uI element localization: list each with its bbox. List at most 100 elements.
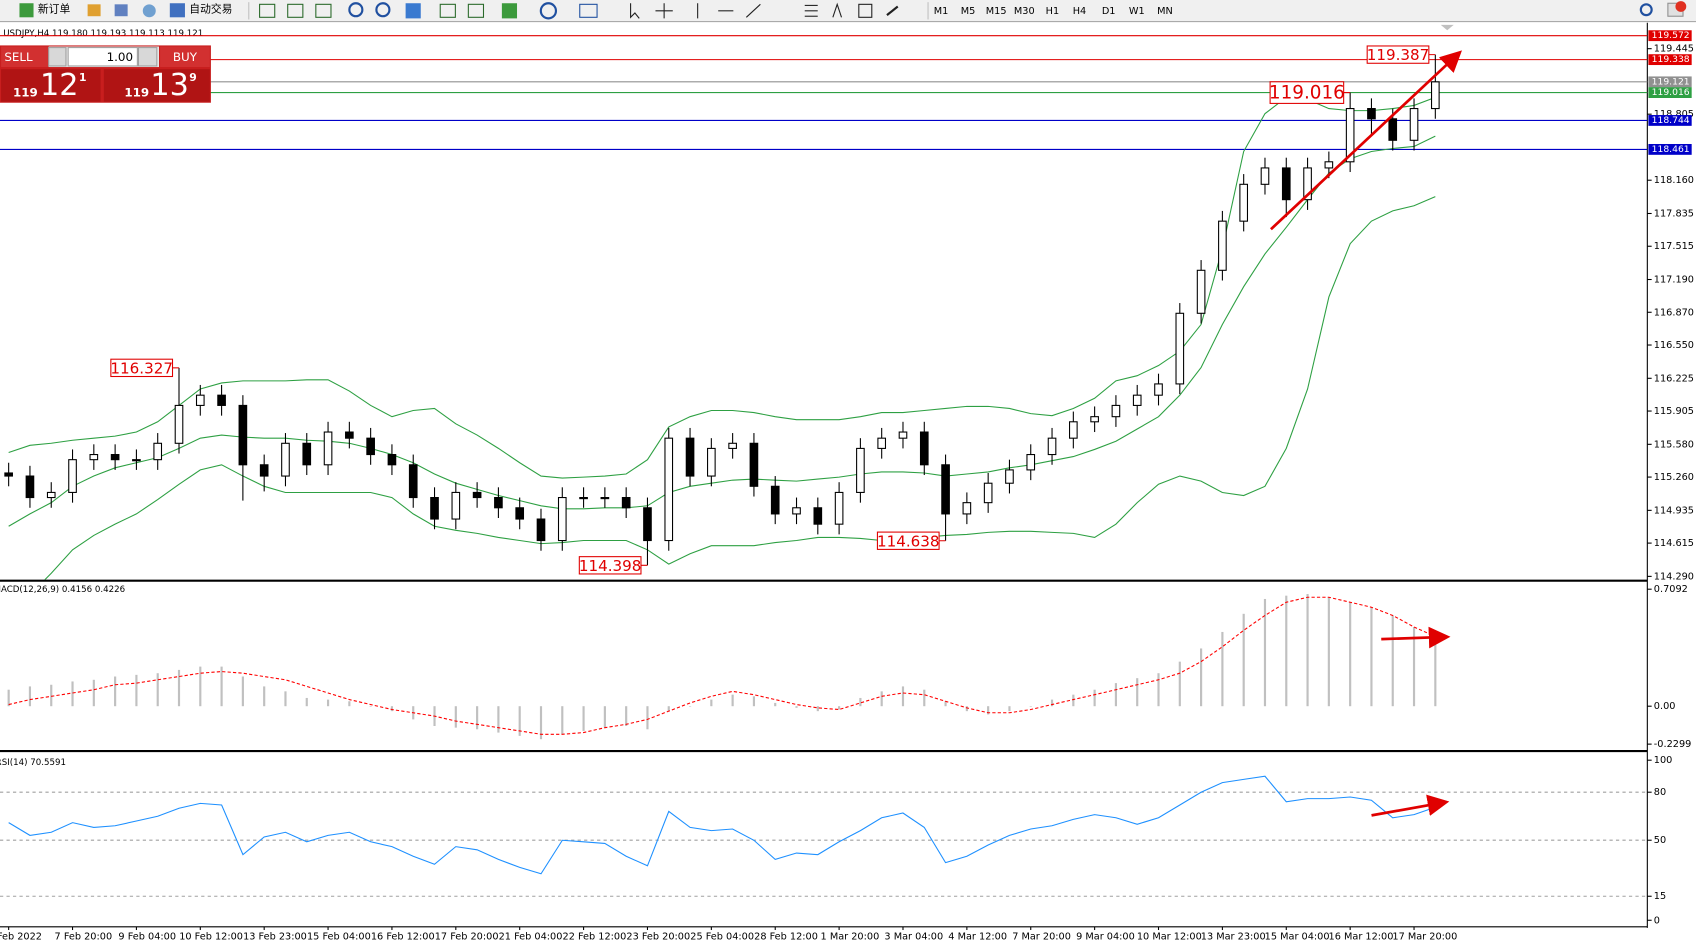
sell-button[interactable] (1, 46, 49, 68)
new-order-icon[interactable] (19, 3, 34, 18)
candle-body (643, 507, 652, 542)
macd-bar (1029, 706, 1032, 707)
cursor-icon[interactable] (630, 3, 640, 19)
macd-bar (923, 689, 926, 707)
candle-body (1218, 220, 1227, 271)
price-level-label: 119.016 (1652, 87, 1690, 98)
sell-label[interactable]: SELL (4, 50, 33, 64)
lot-up[interactable] (137, 47, 158, 67)
chart-line-icon[interactable] (315, 3, 332, 18)
axes: 114.290 114.615 114.935 115.260 115.580 115.9… (0, 30, 1694, 942)
y-tick-label: 116.550 (1654, 340, 1694, 351)
y-tick-label: 116.870 (1654, 307, 1694, 318)
indicators-icon[interactable] (501, 3, 518, 19)
macd-bar (1221, 631, 1224, 707)
macd-bar (114, 676, 117, 707)
search-icon[interactable] (1639, 3, 1653, 17)
x-tick-label: 7 Feb 20:00 (55, 932, 113, 943)
candle-body (962, 502, 972, 515)
y-tick-label: 114.615 (1654, 538, 1694, 549)
macd-bar (646, 706, 649, 730)
buy-price-main[interactable]: 13 (150, 68, 189, 103)
macd-bar (561, 706, 564, 735)
sell-price-pip[interactable]: 1 (79, 71, 87, 84)
candle-body (664, 437, 674, 542)
auto-trade-icon[interactable] (169, 3, 185, 18)
y-tick-label: 118.160 (1654, 175, 1694, 186)
timeframe-button[interactable]: M1 (934, 6, 949, 17)
candle-body (217, 394, 226, 406)
candle-body (366, 437, 375, 456)
chart-candle-icon[interactable] (287, 3, 304, 18)
candle-body (834, 491, 844, 525)
timeframe-button[interactable]: M5 (961, 6, 976, 17)
bollinger-lower (44, 196, 1436, 580)
macd-bar (1370, 607, 1373, 707)
candle-body (856, 447, 865, 493)
candle-body (472, 491, 482, 499)
timeframe-button[interactable]: H1 (1046, 6, 1060, 17)
chart-bar-icon[interactable] (259, 3, 276, 18)
macd-bar (220, 666, 223, 707)
y-tick-label: 115.580 (1654, 439, 1694, 450)
text-icon[interactable] (832, 2, 843, 18)
lot-value[interactable]: 1.00 (107, 50, 133, 64)
auto-trade-button[interactable]: 自动交易 (189, 2, 232, 16)
crosshair-icon[interactable] (655, 3, 673, 19)
scroll-icon[interactable] (439, 3, 456, 18)
x-tick-label: Feb 2022 (0, 932, 42, 943)
x-tick-label: 13 Feb 23:00 (243, 932, 307, 943)
macd-bar (369, 706, 372, 707)
arrows-icon[interactable] (886, 5, 899, 16)
tile-icon[interactable] (405, 3, 421, 19)
candle-body (1345, 108, 1355, 163)
tool-icon[interactable] (87, 4, 101, 17)
macd-bar (1306, 594, 1309, 707)
candle-body (621, 497, 631, 509)
tool-icon[interactable] (114, 4, 128, 17)
x-tick-label: 7 Mar 20:00 (1012, 932, 1071, 943)
candle-body (281, 442, 290, 477)
timeframe-button[interactable]: M15 (986, 6, 1007, 17)
lot-input[interactable] (67, 47, 138, 67)
lot-down[interactable] (48, 47, 67, 67)
buy-button[interactable] (160, 46, 210, 68)
templates-icon[interactable] (579, 3, 598, 18)
label-icon[interactable] (858, 3, 873, 18)
buy-price-big[interactable]: 119 (124, 86, 149, 100)
candle-body (1367, 108, 1376, 120)
x-tick-label: 15 Feb 04:00 (307, 932, 371, 943)
periods-icon[interactable] (539, 2, 558, 20)
trendline-icon[interactable] (745, 3, 761, 18)
trend-arrow (1371, 794, 1450, 817)
macd-bar (667, 706, 670, 712)
y-tick-label: 15 (1654, 891, 1666, 902)
buy-price-box[interactable] (103, 69, 210, 102)
macd-bar (1391, 615, 1394, 707)
macd-bar (795, 706, 798, 708)
sell-price-big[interactable]: 119 (13, 86, 38, 100)
zoom-out-icon[interactable] (375, 2, 391, 18)
zoom-in-icon[interactable] (348, 2, 364, 18)
timeframe-button[interactable]: W1 (1129, 6, 1145, 17)
macd-bar (752, 696, 756, 707)
buy-price-pip[interactable]: 9 (189, 71, 197, 84)
buy-label[interactable]: BUY (173, 50, 198, 64)
candle-body (1409, 108, 1419, 141)
new-order-button[interactable]: 新订单 (38, 2, 71, 16)
timeframe-button[interactable]: D1 (1102, 6, 1116, 17)
timeframe-button[interactable]: MN (1157, 6, 1173, 17)
timeframe-button[interactable]: M30 (1014, 6, 1035, 17)
timeframe-button[interactable]: H4 (1073, 6, 1087, 17)
tool-icon[interactable] (142, 4, 156, 18)
notification-badge[interactable] (1675, 1, 1687, 12)
macd-bar (241, 676, 244, 707)
candle-body (792, 507, 801, 515)
sell-price-main[interactable]: 12 (40, 68, 79, 103)
shift-icon[interactable] (467, 3, 485, 18)
candle-body (707, 447, 716, 477)
sell-price-box[interactable] (1, 69, 101, 102)
annotation-box (110, 358, 174, 378)
x-tick-label: 4 Mar 12:00 (948, 932, 1007, 943)
